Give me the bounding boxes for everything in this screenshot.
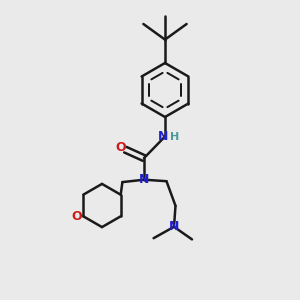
Text: H: H: [170, 131, 179, 142]
Text: N: N: [139, 173, 149, 186]
Text: O: O: [115, 141, 126, 154]
Text: N: N: [169, 220, 179, 233]
Text: O: O: [71, 210, 82, 224]
Text: N: N: [158, 130, 168, 143]
